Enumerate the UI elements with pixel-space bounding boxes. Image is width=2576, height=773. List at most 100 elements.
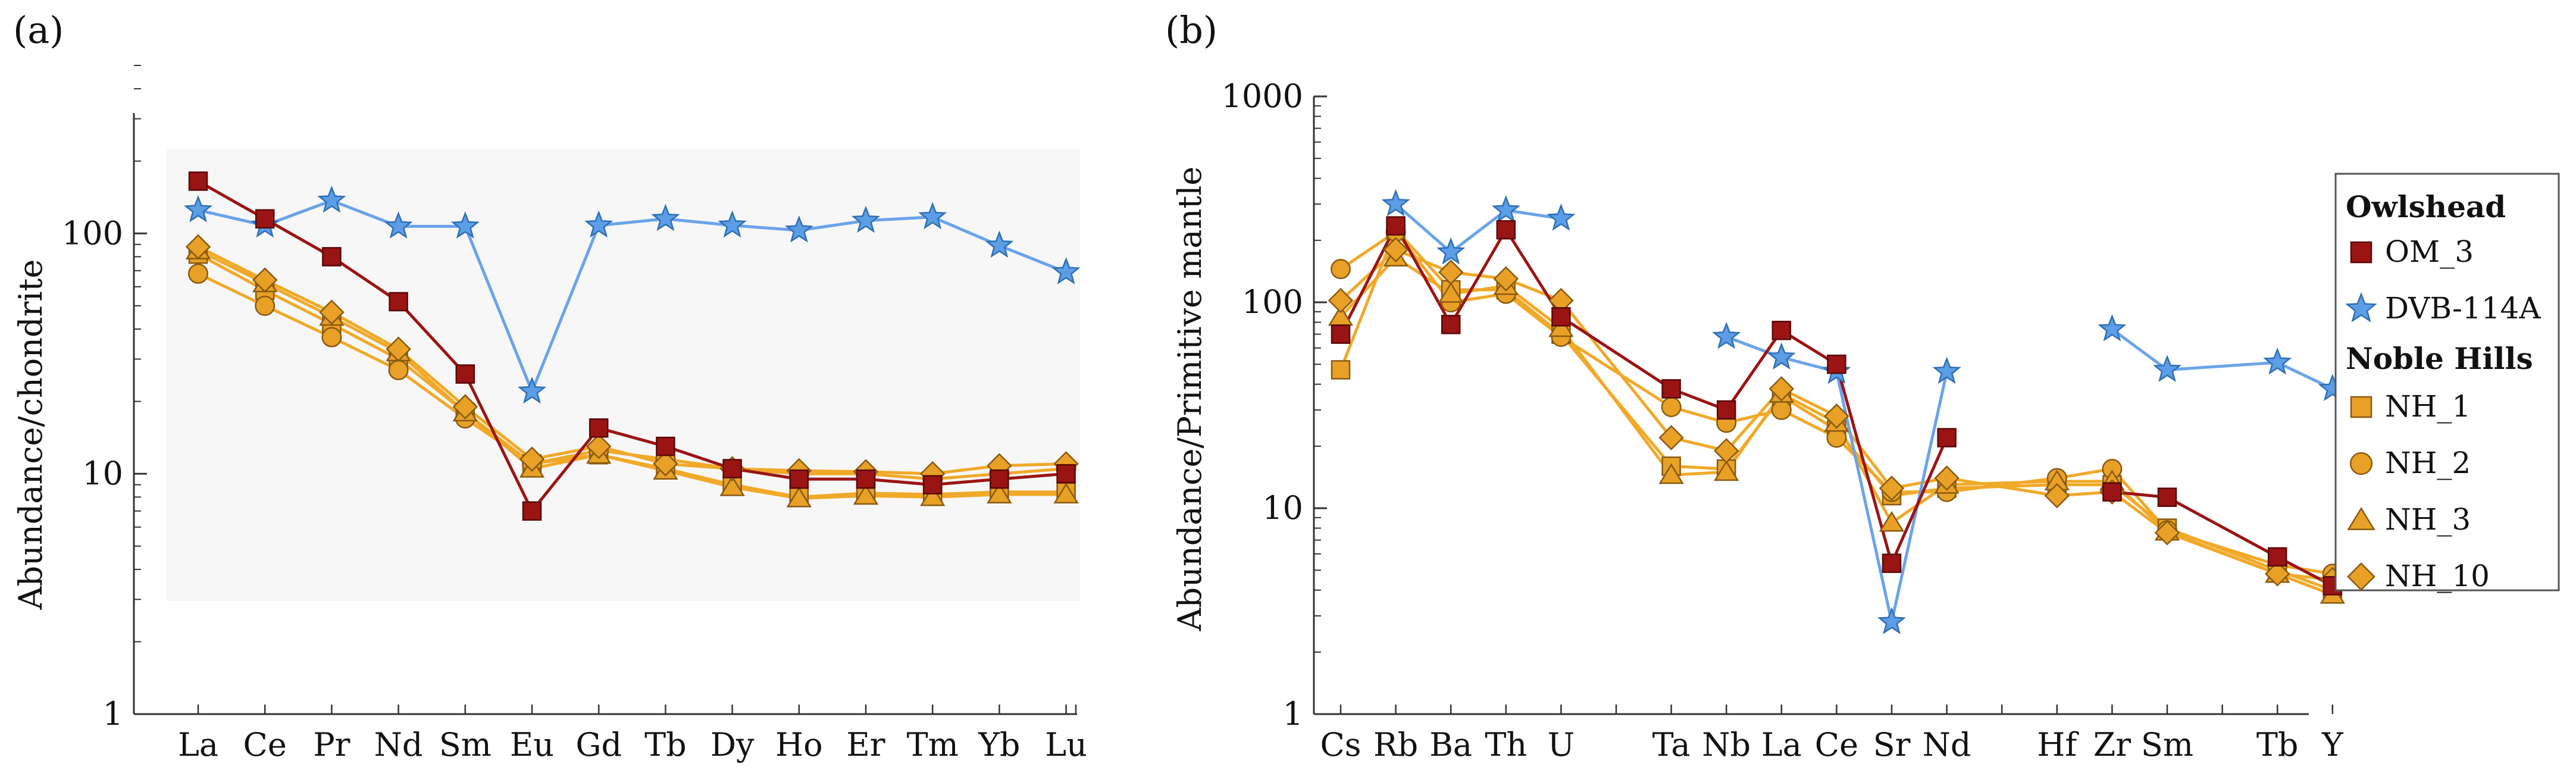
panel-a-point-nh_10 [519,446,545,472]
panel-a-point-nh_3 [987,483,1012,503]
panel-a-point-nh_10 [185,234,211,259]
panel-a-x-tick-label: Er [846,726,885,763]
panel-b-point-nh_3 [1438,282,1464,303]
panel-a-y-tick-label: 10 [82,455,123,492]
panel-b-point-nh_10 [1713,438,1739,464]
panel-a-point-dvb-114a [450,211,480,239]
panel-b-point-dvb-114a [2098,314,2127,342]
panel-b-point-nh_10 [1438,259,1464,285]
panel-b-line-om_3 [2112,490,2333,587]
panel-b-x-tick-label: Sr [1873,726,1911,763]
legend-label-nh_10: NH_10 [2385,559,2490,593]
panel-b-point-nh_10 [1879,475,1905,501]
panel-a-point-nh_3 [1053,483,1079,503]
panel-a-point-nh_2 [321,327,342,348]
panel-b-point-om_3 [1496,220,1516,240]
panel-b-line-dvb-114a [1726,335,1949,624]
panel-a-point-nh_3 [919,485,946,506]
panel-b-point-om_3 [1661,379,1681,399]
panel-a-point-om_3 [1056,464,1076,484]
panel-b-x-tick-label: Th [1485,726,1527,763]
panel-a-point-nh_3 [786,486,812,508]
panel-a-point-om_3 [389,292,408,312]
panel-b-y-tick-label: 1 [1283,695,1303,733]
panel-b-x-tick-label: U [1548,726,1575,763]
panel-b-point-nh_2 [1771,399,1792,420]
panel-a-point-om_3 [322,247,342,267]
legend-marker-nh_10 [2347,562,2375,591]
legend-marker-nh_3 [2347,507,2375,530]
panel-b-point-nh_2 [1661,396,1682,417]
panel-b-point-nh_3 [1548,316,1574,337]
panel-b-x-tick-label: Cs [1320,726,1361,763]
panel-a-point-om_3 [589,418,609,438]
panel-b-line-nh_3 [1339,256,2333,596]
panel-b-point-dvb-114a [1381,189,1410,217]
panel-a-point-dvb-114a [784,215,813,243]
panel-b-point-om_3 [1937,428,1957,447]
panel-a-point-nh_10 [586,433,612,459]
panel-b-point-dvb-114a [1932,356,1961,384]
panel-a-point-dvb-114a [1051,257,1081,284]
panel-b-line-dvb-114a [2111,328,2333,390]
panel-b-y-tick-label: 1000 [1222,77,1303,115]
legend-group-owlshead: OM_3 DVB-114A [2345,234,2541,326]
panel-a-x-tick-label: Lu [1045,726,1087,763]
panel-b-point-nh_10 [1824,403,1849,429]
panel-a-point-nh_2 [388,359,409,380]
panel-b-point-dvb-114a [1547,204,1576,231]
panel-b-point-om_3 [2267,547,2287,567]
panel-b-point-om_3 [1882,553,1902,573]
panel-b-point-om_3 [2157,487,2177,507]
panel-a-line-om_3 [197,180,1066,513]
panel-a-point-nh_10 [653,451,678,477]
panel-b-point-nh_2 [1331,259,1351,280]
legend-label-om_3: OM_3 [2385,234,2474,269]
panel-a-point-nh_3 [719,475,745,496]
panel-b-line-dvb-114a [1394,203,1561,254]
panel-b-point-nh_10 [1934,465,1960,491]
legend-label-nh_3: NH_3 [2385,502,2471,537]
panel-a-point-om_3 [455,364,475,384]
legend-label-nh_2: NH_2 [2385,446,2471,480]
panel-b-point-nh_10 [2264,561,2290,587]
legend-marker-dvb-114a [2345,292,2377,323]
panel-b-y-tick-label: 100 [1242,283,1303,321]
panel-b-x-tick-label: Ce [1815,726,1858,763]
panel-a-point-dvb-114a [918,202,947,230]
panel-b-point-nh_10 [1769,376,1795,402]
panel-b-point-om_3 [1386,216,1406,236]
panel-b-axes: 1 10 100 1000 Cs Rb Ba Th U Ta Nb La Ce Sr Nd Hf Zr Sm Tb Y [1222,77,2344,763]
panel-b-point-nh_10 [1383,237,1408,262]
panel-b-x-tick-label: Tb [2256,726,2299,763]
panel-b-point-nh_10 [1328,287,1354,314]
panel-a-x-tick-label: Ce [243,726,287,763]
panel-a-x-tick-label: Eu [510,726,554,763]
panel-b-point-dvb-114a [1767,342,1796,370]
panel-a-point-nh_2 [255,295,276,316]
panel-b-point-dvb-114a [1877,607,1907,634]
panel-a-x-tick-label: Nd [374,726,423,763]
panel-a-point-om_3 [188,171,208,191]
panel-b-point-dvb-114a [2263,347,2292,375]
panel-a-x-tick-label: Ho [775,726,823,763]
panel-b-point-om_3 [1827,354,1846,374]
panel-a-label: (a) [13,8,64,52]
panel-a-point-om_3 [722,459,742,478]
panel-b-x-tick-label: Nd [1923,726,1971,763]
panel-b-x-tick-label: Zr [2093,726,2131,763]
legend-marker-om_3 [2350,241,2372,264]
panel-a-axes: 1 10 100 La Ce Pr Nd Sm Eu Gd Tb Dy Ho Er Tm Yb Lu [62,65,1087,763]
panel-b-point-dvb-114a [1436,237,1466,265]
panel-a-y-axis-title: Abundance/chondrite [12,259,49,611]
panel-b-point-dvb-114a [2152,355,2182,382]
legend-heading-owlshead: Owlshead [2346,189,2506,224]
panel-b-x-tick-label: Ta [1652,726,1691,763]
panel-a-y-tick-label: 1 [103,695,123,733]
panel-b-point-nh_3 [1879,511,1905,532]
panel-b-point-dvb-114a [1712,321,1741,349]
panel-b-x-tick-label: La [1761,726,1802,763]
legend-box [2334,173,2560,592]
panel-b-point-nh_3 [1713,460,1739,481]
panel-b-x-tick-label: Hf [2037,726,2079,763]
